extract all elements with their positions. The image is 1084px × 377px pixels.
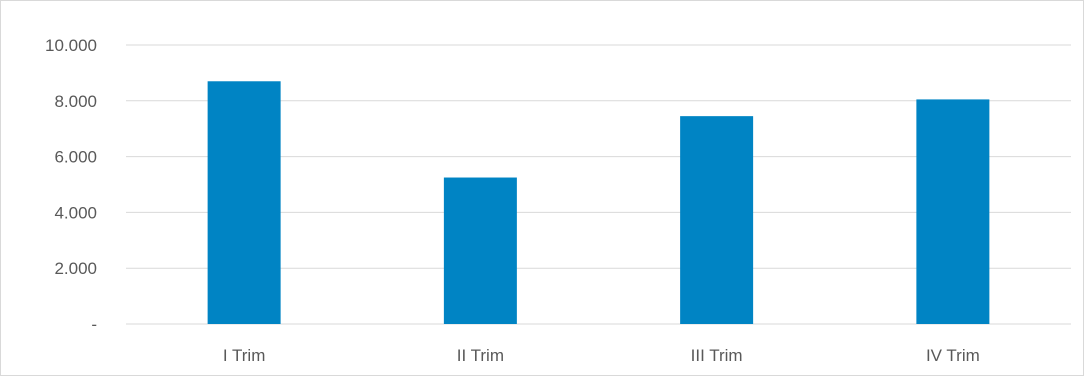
category-label-ii-trim: II Trim xyxy=(457,346,504,365)
y-tick-label-1: 2.000 xyxy=(54,259,97,278)
x-axis-category-labels: I Trim II Trim III Trim IV Trim xyxy=(223,346,980,365)
y-tick-label-0: - xyxy=(91,315,97,334)
bar-iv-trim xyxy=(916,99,989,324)
y-axis-tick-labels: - 2.000 4.000 6.000 8.000 10.000 xyxy=(45,36,97,334)
category-label-iv-trim: IV Trim xyxy=(926,346,980,365)
category-label-iii-trim: III Trim xyxy=(691,346,743,365)
y-tick-label-2: 4.000 xyxy=(54,203,97,222)
bar-iii-trim xyxy=(680,116,753,324)
y-tick-label-3: 6.000 xyxy=(54,148,97,167)
bar-i-trim xyxy=(208,81,281,324)
y-tick-label-5: 10.000 xyxy=(45,36,97,55)
bars xyxy=(208,81,990,324)
bar-ii-trim xyxy=(444,178,517,324)
category-label-i-trim: I Trim xyxy=(223,346,266,365)
y-tick-label-4: 8.000 xyxy=(54,92,97,111)
